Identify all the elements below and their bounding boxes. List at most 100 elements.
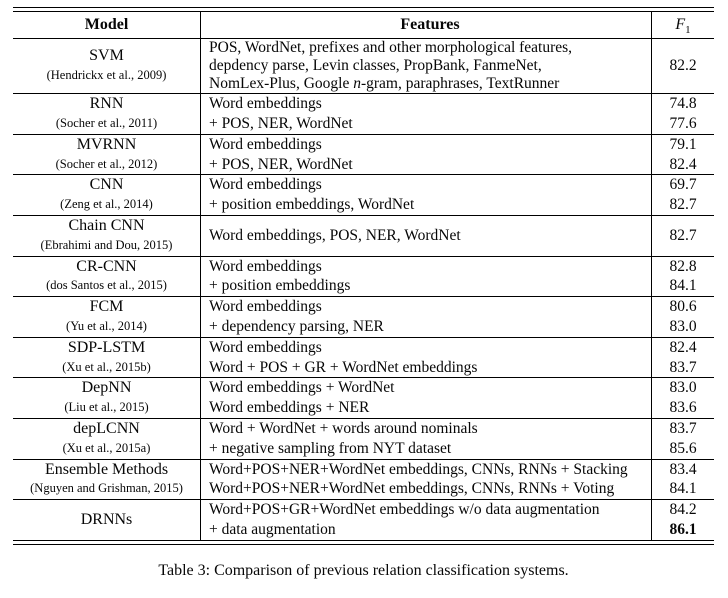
model-citation: (dos Santos et al., 2015) bbox=[46, 278, 167, 293]
f1-cell: 84.2 86.1 bbox=[651, 500, 714, 540]
table-top-rule bbox=[13, 7, 714, 12]
f1-cell: 79.1 82.4 bbox=[651, 134, 714, 175]
model-name: DRNNs bbox=[80, 511, 133, 529]
table-row-sdp-lstm: SDP-LSTM (Xu et al., 2015b) Word embeddi… bbox=[13, 337, 714, 379]
f1-cell: 82.2 bbox=[651, 38, 714, 94]
model-cell: Chain CNN (Ebrahimi and Dou, 2015) bbox=[13, 216, 200, 256]
f1-value: 83.6 bbox=[669, 399, 697, 417]
f1-cell: 82.4 83.7 bbox=[651, 337, 714, 378]
comparison-table: Model Features F1 SVM (Hendrickx et al.,… bbox=[13, 7, 714, 545]
f1-cell: 83.4 84.1 bbox=[651, 459, 714, 500]
f1-value: 84.1 bbox=[669, 480, 697, 498]
model-cell: CR-CNN (dos Santos et al., 2015) bbox=[13, 257, 200, 297]
feature-line: Word embeddings bbox=[209, 298, 322, 316]
model-name: SDP-LSTM bbox=[67, 338, 146, 356]
model-name: RNN bbox=[89, 95, 124, 113]
features-cell: Word+POS+NER+WordNet embeddings, CNNs, R… bbox=[200, 459, 651, 500]
table-row-ensemble-methods: Ensemble Methods (Nguyen and Grishman, 2… bbox=[13, 459, 714, 501]
f1-value: 82.7 bbox=[669, 226, 697, 244]
model-cell: DepNN (Liu et al., 2015) bbox=[13, 378, 200, 418]
feature-line: + negative sampling from NYT dataset bbox=[209, 439, 452, 457]
f1-symbol: F1 bbox=[675, 15, 691, 36]
feature-line: + position embeddings, WordNet bbox=[209, 196, 415, 214]
model-citation: (Nguyen and Grishman, 2015) bbox=[30, 481, 183, 496]
model-name: Chain CNN bbox=[68, 216, 145, 234]
table-row-drnns: DRNNs Word+POS+GR+WordNet embeddings w/o… bbox=[13, 500, 714, 540]
feature-line: Word embeddings + NER bbox=[209, 399, 370, 417]
f1-value: 83.7 bbox=[669, 358, 697, 376]
model-citation: (Xu et al., 2015b) bbox=[62, 359, 151, 374]
features-cell: Word + WordNet + words around nominals +… bbox=[200, 418, 651, 459]
features-cell: Word embeddings + POS, NER, WordNet bbox=[200, 134, 651, 175]
model-cell: DRNNs bbox=[13, 500, 200, 540]
f1-value: 83.7 bbox=[669, 419, 697, 437]
model-name: CR-CNN bbox=[76, 257, 137, 275]
feature-line: NomLex-Plus, Google n-gram, paraphrases,… bbox=[209, 75, 560, 92]
feature-line: Word+POS+NER+WordNet embeddings, CNNs, R… bbox=[209, 480, 615, 498]
feature-line: Word embeddings, POS, NER, WordNet bbox=[209, 226, 461, 244]
model-cell: SDP-LSTM (Xu et al., 2015b) bbox=[13, 338, 200, 378]
feature-line: Word embeddings + WordNet bbox=[209, 379, 395, 397]
f1-value: 77.6 bbox=[669, 115, 697, 132]
f1-value: 82.7 bbox=[669, 196, 697, 214]
features-cell: Word embeddings Word + POS + GR + WordNe… bbox=[200, 337, 651, 378]
model-citation: (Liu et al., 2015) bbox=[64, 400, 149, 415]
features-cell: Word embeddings + POS, NER, WordNet bbox=[200, 94, 651, 134]
f1-value: 69.7 bbox=[669, 176, 697, 194]
table-row-rnn: RNN (Socher et al., 2011) Word embedding… bbox=[13, 94, 714, 135]
feature-line: Word+POS+NER+WordNet embeddings, CNNs, R… bbox=[209, 460, 628, 478]
table-row-cr-cnn: CR-CNN (dos Santos et al., 2015) Word em… bbox=[13, 256, 714, 298]
f1-value: 83.4 bbox=[669, 460, 697, 478]
model-citation: (Yu et al., 2014) bbox=[66, 318, 147, 333]
table-row-fcm: FCM (Yu et al., 2014) Word embeddings + … bbox=[13, 297, 714, 338]
feature-line: + data augmentation bbox=[209, 520, 336, 538]
f1-value: 82.4 bbox=[669, 155, 697, 173]
feature-line: Word + WordNet + words around nominals bbox=[209, 419, 478, 437]
f1-value: 80.6 bbox=[669, 298, 697, 316]
features-cell: Word embeddings + position embeddings bbox=[200, 256, 651, 297]
model-citation: (Socher et al., 2012) bbox=[55, 156, 158, 171]
f1-value: 79.1 bbox=[669, 135, 697, 153]
table-row-depnn: DepNN (Liu et al., 2015) Word embeddings… bbox=[13, 378, 714, 419]
features-cell: Word embeddings + WordNet Word embedding… bbox=[200, 378, 651, 418]
model-cell: SVM (Hendrickx et al., 2009) bbox=[13, 39, 200, 94]
feature-line: Word embeddings bbox=[209, 135, 322, 153]
f1-value: 84.2 bbox=[669, 501, 697, 519]
feature-line: depdency parse, Levin classes, PropBank,… bbox=[209, 56, 542, 74]
feature-line: + POS, NER, WordNet bbox=[209, 155, 353, 173]
model-citation: (Ebrahimi and Dou, 2015) bbox=[40, 237, 173, 252]
model-cell: CNN (Zeng et al., 2014) bbox=[13, 175, 200, 215]
f1-value: 82.4 bbox=[669, 338, 697, 356]
model-name: MVRNN bbox=[76, 135, 137, 153]
f1-cell: 83.7 85.6 bbox=[651, 418, 714, 459]
feature-line: + dependency parsing, NER bbox=[209, 317, 384, 335]
feature-line: POS, WordNet, prefixes and other morphol… bbox=[209, 38, 573, 56]
feature-line: Word+POS+GR+WordNet embeddings w/o data … bbox=[209, 501, 600, 519]
feature-line: Word + POS + GR + WordNet embeddings bbox=[209, 358, 478, 376]
feature-line: + POS, NER, WordNet bbox=[209, 115, 353, 132]
table-row-chain-cnn: Chain CNN (Ebrahimi and Dou, 2015) Word … bbox=[13, 215, 714, 257]
f1-value: 82.8 bbox=[669, 257, 697, 275]
f1-cell: 74.8 77.6 bbox=[651, 94, 714, 134]
model-citation: (Socher et al., 2011) bbox=[55, 116, 158, 130]
table-bottom-rule bbox=[13, 539, 714, 545]
features-cell: POS, WordNet, prefixes and other morphol… bbox=[200, 38, 651, 94]
feature-line: Word embeddings bbox=[209, 95, 322, 113]
table-row-svm: SVM (Hendrickx et al., 2009) POS, WordNe… bbox=[13, 38, 714, 95]
header-features: Features bbox=[200, 12, 651, 38]
model-name: FCM bbox=[89, 298, 124, 316]
feature-line: Word embeddings bbox=[209, 257, 322, 275]
f1-cell: 83.0 83.6 bbox=[651, 378, 714, 418]
features-cell: Word embeddings, POS, NER, WordNet bbox=[200, 215, 651, 256]
model-cell: Ensemble Methods (Nguyen and Grishman, 2… bbox=[13, 460, 200, 500]
model-name: CNN bbox=[89, 176, 124, 194]
f1-cell: 69.7 82.7 bbox=[651, 175, 714, 215]
model-cell: FCM (Yu et al., 2014) bbox=[13, 297, 200, 337]
f1-cell: 82.7 bbox=[651, 215, 714, 256]
model-citation: (Zeng et al., 2014) bbox=[60, 197, 153, 212]
features-cell: Word+POS+GR+WordNet embeddings w/o data … bbox=[200, 500, 651, 540]
table-row-mvrnn: MVRNN (Socher et al., 2012) Word embeddi… bbox=[13, 134, 714, 176]
table-caption: Table 3: Comparison of previous relation… bbox=[158, 562, 569, 579]
table-header-row: Model Features F1 bbox=[13, 12, 714, 39]
